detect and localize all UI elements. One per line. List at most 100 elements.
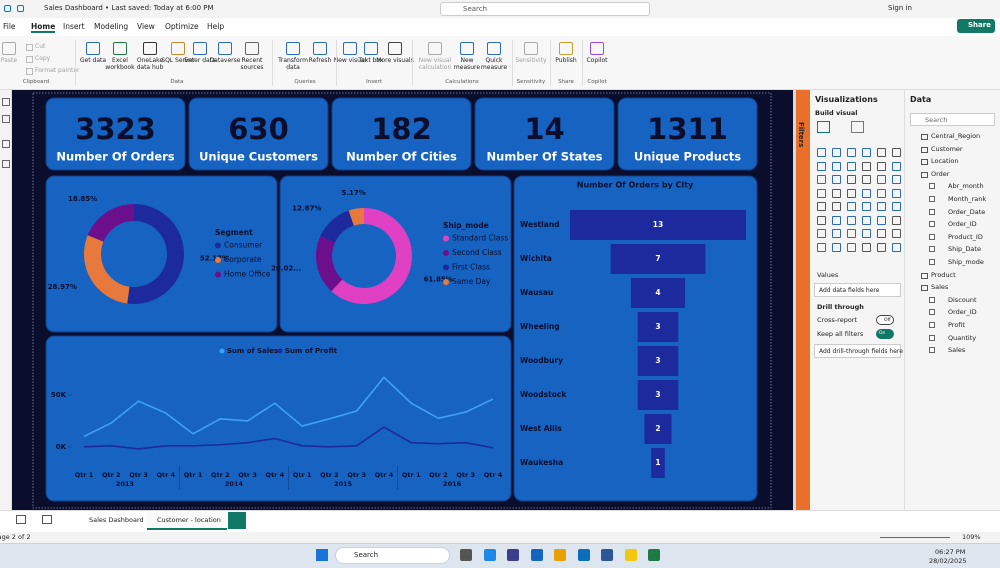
ribbon-icon[interactable] bbox=[388, 42, 402, 55]
visual-type-icon[interactable] bbox=[832, 215, 841, 225]
visual-type-icon[interactable] bbox=[832, 242, 841, 252]
ribbon-button[interactable]: Transform data bbox=[278, 57, 308, 71]
ribbon-icon[interactable] bbox=[313, 42, 327, 55]
ribbon-button[interactable]: New visual calculation bbox=[418, 57, 452, 71]
visual-type-icon[interactable] bbox=[892, 175, 901, 184]
visual-type-icon[interactable] bbox=[892, 229, 901, 238]
format-visual-icon[interactable] bbox=[851, 121, 864, 133]
visual-type-icon[interactable] bbox=[877, 229, 886, 238]
ribbon-icon[interactable] bbox=[364, 42, 378, 55]
quick-access-icon[interactable] bbox=[4, 5, 11, 12]
view-icon[interactable] bbox=[2, 98, 10, 106]
field-checkbox[interactable] bbox=[929, 309, 935, 316]
visual-type-icon[interactable] bbox=[817, 188, 826, 198]
ribbon-icon[interactable] bbox=[2, 42, 16, 55]
ribbon-icon[interactable] bbox=[559, 42, 573, 55]
view-icon[interactable] bbox=[2, 140, 10, 148]
ribbon-small-icon[interactable] bbox=[26, 56, 33, 63]
visual-type-icon[interactable] bbox=[877, 188, 886, 198]
ribbon-button[interactable]: Excel workbook bbox=[105, 57, 135, 71]
ribbon-button[interactable]: Dataverse bbox=[209, 57, 241, 64]
visual-type-icon[interactable] bbox=[847, 175, 856, 184]
field-name[interactable]: Ship_mode bbox=[948, 258, 984, 266]
field-well[interactable]: Add drill-through fields here bbox=[814, 344, 903, 358]
visual-type-icon[interactable] bbox=[817, 229, 826, 238]
visual-type-icon[interactable] bbox=[877, 242, 886, 252]
field-name[interactable]: Abr_month bbox=[948, 182, 984, 191]
view-icon[interactable] bbox=[2, 160, 10, 168]
ribbon-icon[interactable] bbox=[487, 42, 501, 55]
visual-type-icon[interactable] bbox=[832, 175, 841, 184]
field-name[interactable]: Ship_Date bbox=[948, 245, 981, 254]
visual-type-icon[interactable] bbox=[847, 188, 856, 198]
visual-type-icon[interactable] bbox=[862, 161, 871, 171]
visual-type-icon[interactable] bbox=[892, 148, 901, 157]
table-name[interactable]: Location bbox=[931, 157, 959, 166]
visual-type-icon[interactable] bbox=[877, 202, 886, 211]
table-name[interactable]: Customer bbox=[931, 144, 963, 153]
table-name[interactable]: Product bbox=[931, 270, 956, 279]
data-search[interactable]: Search bbox=[910, 113, 995, 126]
visual-type-icon[interactable] bbox=[862, 215, 871, 225]
visual-type-icon[interactable] bbox=[877, 161, 886, 171]
ribbon-button[interactable]: Publish bbox=[555, 57, 577, 64]
field-checkbox[interactable] bbox=[929, 196, 935, 202]
table-name[interactable]: Sales bbox=[931, 283, 949, 292]
field-checkbox[interactable] bbox=[929, 183, 935, 190]
table-icon[interactable] bbox=[921, 171, 928, 178]
field-checkbox[interactable] bbox=[929, 334, 935, 341]
table-icon[interactable] bbox=[921, 146, 928, 153]
visual-type-icon[interactable] bbox=[892, 161, 901, 171]
field-name[interactable]: Product_ID bbox=[948, 232, 983, 241]
field-well[interactable]: Add data fields here bbox=[814, 283, 901, 297]
share-button[interactable]: Share bbox=[957, 19, 995, 33]
visual-type-icon[interactable] bbox=[817, 202, 826, 211]
ribbon-icon[interactable] bbox=[86, 42, 100, 55]
visual-type-icon[interactable] bbox=[832, 229, 841, 238]
field-checkbox[interactable] bbox=[929, 208, 935, 215]
field-name[interactable]: Profit bbox=[948, 321, 965, 329]
ribbon-button[interactable]: SQL Server bbox=[161, 57, 195, 64]
ribbon-button[interactable]: Text box bbox=[358, 57, 384, 64]
taskbar-app[interactable] bbox=[577, 549, 590, 561]
ribbon-button[interactable]: More visuals bbox=[376, 57, 414, 64]
visual-type-icon[interactable] bbox=[892, 188, 901, 198]
ribbon-icon[interactable] bbox=[245, 42, 259, 55]
table-icon[interactable] bbox=[921, 159, 928, 166]
field-checkbox[interactable] bbox=[929, 221, 935, 228]
toggle-off[interactable]: Off bbox=[876, 315, 894, 325]
visual-type-icon[interactable] bbox=[877, 215, 886, 225]
visual-type-icon[interactable] bbox=[877, 175, 886, 184]
field-checkbox[interactable] bbox=[929, 347, 935, 354]
menu-item[interactable]: Home bbox=[31, 22, 56, 33]
ribbon-icon[interactable] bbox=[143, 42, 157, 55]
visual-type-icon[interactable] bbox=[862, 175, 871, 184]
visual-type-icon[interactable] bbox=[832, 148, 841, 157]
visual-type-icon[interactable] bbox=[862, 188, 871, 198]
visual-type-icon[interactable] bbox=[832, 161, 841, 171]
visual-type-icon[interactable] bbox=[847, 242, 856, 252]
visual-type-icon[interactable] bbox=[847, 148, 856, 157]
visual-type-icon[interactable] bbox=[817, 148, 826, 157]
field-name[interactable]: Sales bbox=[948, 346, 966, 355]
visual-type-icon[interactable] bbox=[892, 202, 901, 211]
ribbon-small-icon[interactable] bbox=[26, 44, 33, 51]
ribbon-icon[interactable] bbox=[193, 42, 207, 55]
menu-item[interactable]: Insert bbox=[63, 22, 85, 31]
field-name[interactable]: Month_rank bbox=[948, 195, 987, 203]
zoom-level[interactable]: 109% bbox=[962, 533, 981, 541]
visual-type-icon[interactable] bbox=[847, 202, 856, 211]
taskbar-app[interactable] bbox=[460, 549, 472, 561]
page-tab-active[interactable]: Customer - location bbox=[147, 512, 227, 530]
add-page-button[interactable] bbox=[228, 512, 246, 529]
visual-type-icon[interactable] bbox=[862, 148, 871, 157]
field-name[interactable]: Order_ID bbox=[948, 220, 977, 229]
ribbon-icon[interactable] bbox=[460, 42, 474, 55]
ribbon-button[interactable]: Get data bbox=[79, 57, 107, 64]
taskbar-app[interactable] bbox=[624, 549, 637, 561]
table-name[interactable]: Central_Region bbox=[931, 132, 981, 140]
menu-item[interactable]: View bbox=[137, 22, 155, 31]
taskbar-app[interactable] bbox=[554, 549, 566, 561]
table-icon[interactable] bbox=[921, 272, 928, 279]
view-toggle[interactable] bbox=[16, 515, 26, 524]
